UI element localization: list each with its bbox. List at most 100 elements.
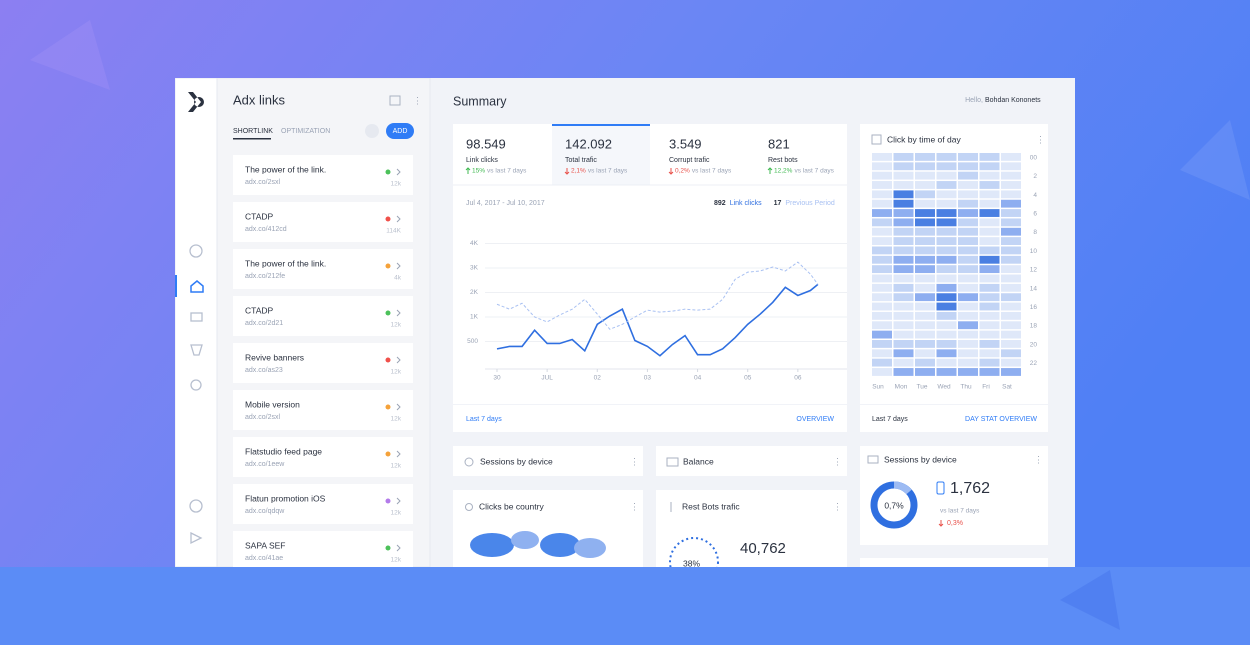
heat-cell — [936, 255, 957, 264]
row-label: 4 — [1033, 192, 1037, 199]
heatmap-card — [860, 124, 1048, 404]
row-label: 14 — [1030, 285, 1038, 292]
tab-underline — [233, 138, 271, 140]
overview-link[interactable]: OVERVIEW — [796, 416, 834, 423]
heat-cell — [958, 358, 978, 367]
x-tick-label: 02 — [594, 375, 602, 382]
status-dot — [385, 404, 391, 410]
chevron — [396, 450, 401, 458]
heat-cell — [872, 283, 892, 292]
heat-cell — [893, 283, 914, 292]
status-dot — [385, 451, 391, 457]
chevron — [396, 403, 401, 411]
heat-cell — [958, 171, 978, 180]
x-tick-label: 04 — [694, 375, 702, 382]
heat-cell — [1001, 199, 1021, 208]
add-button[interactable] — [386, 123, 414, 139]
heat-cell — [958, 153, 978, 161]
heat-cell — [936, 190, 957, 199]
heat-cell — [979, 246, 1000, 255]
col-label: Thu — [960, 384, 972, 391]
link-card[interactable] — [233, 202, 413, 242]
heat-cell — [936, 349, 957, 358]
heat-cell — [936, 330, 957, 339]
stat-note: vs last 7 days — [794, 168, 834, 175]
heat-cell — [936, 246, 957, 255]
stat-value: 142.092 — [565, 136, 612, 151]
link-count: 114K — [386, 228, 401, 235]
link-card[interactable] — [233, 531, 413, 571]
stat-value: 3.549 — [669, 136, 702, 151]
link-card[interactable] — [233, 296, 413, 336]
link-card[interactable] — [233, 484, 413, 524]
stat-change: 0,2% — [675, 168, 690, 175]
add-label[interactable]: ADD — [393, 128, 408, 135]
tab[interactable]: SHORTLINK — [233, 128, 273, 135]
heat-cell — [893, 274, 914, 283]
user-name[interactable]: Bohdan Kononets — [985, 97, 1041, 104]
period-select[interactable]: Last 7 days — [466, 416, 502, 423]
heat-cell — [915, 321, 935, 330]
link-card[interactable] — [233, 155, 413, 195]
page-title: Summary — [453, 94, 507, 108]
status-dot — [385, 545, 391, 551]
heat-cell — [1001, 321, 1021, 330]
heat-cell — [872, 349, 892, 358]
link-count: 4k — [394, 275, 402, 282]
heat-cell — [893, 311, 914, 320]
heat-cell — [936, 321, 957, 330]
heat-cell — [893, 330, 914, 339]
heat-cell — [958, 227, 978, 236]
chevron — [396, 356, 401, 364]
link-card[interactable] — [233, 390, 413, 430]
heat-cell — [958, 265, 978, 274]
link-title: CTADP — [245, 305, 274, 315]
overview-link[interactable]: DAY STAT OVERVIEW — [965, 416, 1037, 423]
link-title: Flatstudio feed page — [245, 446, 322, 456]
heat-cell — [1001, 237, 1021, 245]
heat-cell — [979, 190, 1000, 199]
menu-dots[interactable]: ⋮ — [413, 95, 422, 105]
heat-cell — [979, 237, 1000, 245]
period-select[interactable]: Last 7 days — [872, 416, 908, 423]
link-card[interactable] — [233, 343, 413, 383]
link-button[interactable] — [365, 124, 379, 138]
link-card[interactable] — [233, 437, 413, 477]
heat-cell — [872, 265, 892, 274]
heat-cell — [893, 349, 914, 358]
legend-name[interactable]: Previous Period — [785, 200, 835, 207]
svg-text:⋮: ⋮ — [1036, 134, 1045, 144]
heat-cell — [893, 209, 914, 217]
row-label: 8 — [1033, 229, 1037, 236]
chevron — [396, 215, 401, 223]
heat-cell — [915, 358, 935, 367]
heat-cell — [979, 340, 1000, 348]
col-label: Sun — [872, 384, 884, 391]
heat-cell — [915, 227, 935, 236]
heat-cell — [872, 293, 892, 302]
panel-icon[interactable] — [389, 95, 401, 106]
x-tick-label: 03 — [644, 375, 652, 382]
heat-cell — [872, 162, 892, 171]
heat-cell — [1001, 246, 1021, 255]
heat-cell — [958, 293, 978, 302]
link-count: 12k — [391, 181, 402, 188]
tab[interactable]: OPTIMIZATION — [281, 128, 330, 135]
stat-label: Rest bots — [768, 157, 798, 164]
heat-cell — [915, 181, 935, 189]
heat-cell — [915, 283, 935, 292]
status-dot — [385, 357, 391, 363]
legend-name[interactable]: Link clicks — [730, 200, 762, 207]
row-label: 16 — [1030, 304, 1038, 311]
col-label: Sat — [1002, 384, 1012, 391]
home-icon[interactable] — [190, 280, 204, 293]
heat-cell — [936, 283, 957, 292]
heat-cell — [915, 199, 935, 208]
app-window: ⋮ Adx links SHORTLINK OPTIMIZATION ADD S… — [175, 78, 1075, 571]
link-card[interactable] — [233, 249, 413, 289]
heat-cell — [893, 358, 914, 367]
heat-cell — [979, 311, 1000, 320]
heat-cell — [958, 302, 978, 311]
stat-note: vs last 7 days — [588, 168, 628, 175]
